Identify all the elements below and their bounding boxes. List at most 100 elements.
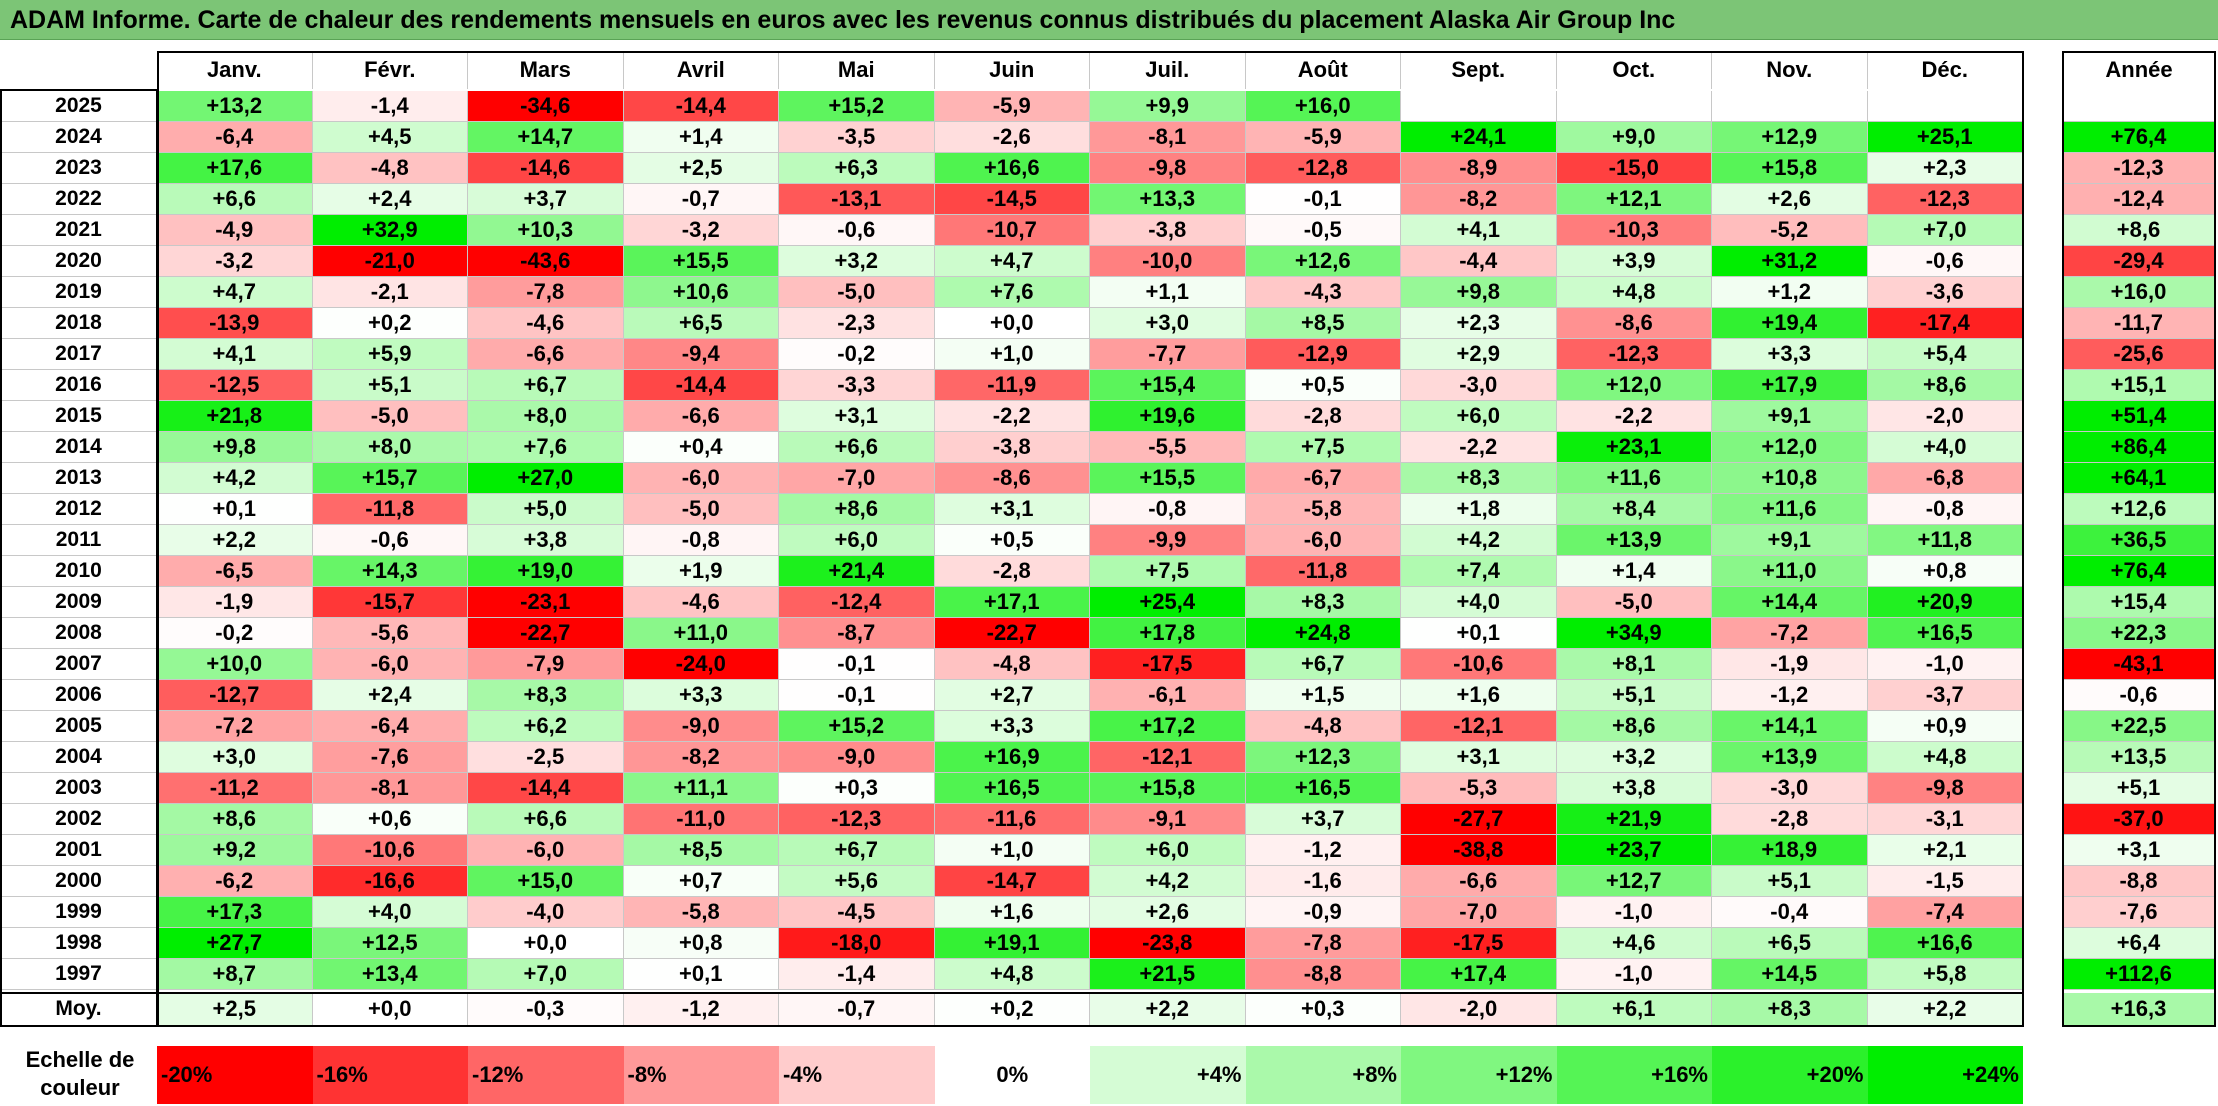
- heatmap-cell: -16,6: [312, 866, 468, 897]
- heatmap-cell: +4,8: [1867, 742, 2023, 773]
- heatmap-cell: +19,0: [468, 556, 624, 587]
- heatmap-cell: -4,9: [157, 215, 313, 246]
- heatmap-cell: +32,9: [312, 215, 468, 246]
- heatmap-cell: +16,5: [1867, 618, 2023, 649]
- heatmap-cell: +27,7: [157, 928, 313, 959]
- heatmap-cell: +11,0: [1712, 556, 1868, 587]
- heatmap-cell: +15,5: [623, 246, 779, 277]
- annual-cell: +22,5: [2062, 711, 2216, 742]
- heatmap-cell: -0,1: [779, 649, 935, 680]
- heatmap-cell: +16,6: [1867, 928, 2023, 959]
- heatmap-cell: +0,5: [934, 525, 1090, 556]
- heatmap-cell: -0,8: [623, 525, 779, 556]
- heatmap-cell: +0,0: [468, 928, 624, 959]
- annual-cell: +13,5: [2062, 742, 2216, 773]
- heatmap-cell: +4,8: [1556, 277, 1712, 308]
- year-label: 2007: [0, 649, 157, 680]
- heatmap-cell: -5,8: [623, 897, 779, 928]
- annual-cell: +51,4: [2062, 401, 2216, 432]
- heatmap-cell: +3,9: [1556, 246, 1712, 277]
- heatmap-cell: +9,8: [1401, 277, 1557, 308]
- heatmap-cell: -3,7: [1867, 680, 2023, 711]
- annual-cell: -12,3: [2062, 153, 2216, 184]
- heatmap-cell: +0,1: [623, 959, 779, 990]
- annual-cell: +22,3: [2062, 618, 2216, 649]
- heatmap-cell: +24,1: [1401, 122, 1557, 153]
- heatmap-cell: +0,9: [1867, 711, 2023, 742]
- average-cell: -0,7: [779, 993, 935, 1026]
- heatmap-cell: -1,2: [1712, 680, 1868, 711]
- heatmap-cell: -9,8: [1090, 153, 1246, 184]
- heatmap-cell: +7,6: [468, 432, 624, 463]
- heatmap-cell: +4,6: [1556, 928, 1712, 959]
- heatmap-cell: +31,2: [1712, 246, 1868, 277]
- heatmap-cell: -8,2: [1401, 184, 1557, 215]
- average-cell: +6,1: [1556, 993, 1712, 1026]
- heatmap-cell: -0,6: [1867, 246, 2023, 277]
- heatmap-cell: -1,9: [157, 587, 313, 618]
- heatmap-cell: -38,8: [1401, 835, 1557, 866]
- heatmap-cell: -12,3: [779, 804, 935, 835]
- heatmap-cell: -13,1: [779, 184, 935, 215]
- year-label: 1999: [0, 897, 157, 928]
- color-scale-label-line2: couleur: [40, 1075, 120, 1100]
- heatmap-cell: +7,4: [1401, 556, 1557, 587]
- heatmap-cell: +1,0: [934, 339, 1090, 370]
- heatmap-cell: +5,4: [1867, 339, 2023, 370]
- heatmap-cell: +3,2: [779, 246, 935, 277]
- annual-cell: +112,6: [2062, 959, 2216, 990]
- heatmap-cell: -3,5: [779, 122, 935, 153]
- year-label: 2025: [0, 91, 157, 122]
- heatmap-cell: +0,7: [623, 866, 779, 897]
- heatmap-cell: +6,6: [157, 184, 313, 215]
- heatmap-cell: -0,8: [1090, 494, 1246, 525]
- annual-cell: -37,0: [2062, 804, 2216, 835]
- heatmap-cell: -2,0: [1867, 401, 2023, 432]
- annual-cell: -29,4: [2062, 246, 2216, 277]
- annual-cell: +64,1: [2062, 463, 2216, 494]
- annual-cell: +76,4: [2062, 122, 2216, 153]
- average-cell: -1,2: [623, 993, 779, 1026]
- heatmap-cell: -12,5: [157, 370, 313, 401]
- heatmap-cell: -14,4: [468, 773, 624, 804]
- heatmap-cell: +9,1: [1712, 401, 1868, 432]
- heatmap-cell: +0,3: [779, 773, 935, 804]
- heatmap-cell: +4,0: [1401, 587, 1557, 618]
- color-scale-cell: +16%: [1556, 1046, 1712, 1104]
- annual-cell: -11,7: [2062, 308, 2216, 339]
- heatmap-cell: -14,7: [934, 866, 1090, 897]
- annual-cell: -0,6: [2062, 680, 2216, 711]
- color-scale-cell: +20%: [1712, 1046, 1868, 1104]
- heatmap-cell: +8,3: [468, 680, 624, 711]
- heatmap-cell: +2,4: [312, 680, 468, 711]
- heatmap-cell: +21,5: [1090, 959, 1246, 990]
- color-scale-cell: -8%: [623, 1046, 779, 1104]
- heatmap-cell: +1,6: [934, 897, 1090, 928]
- color-scale-cell: -4%: [779, 1046, 935, 1104]
- heatmap-cell: -9,0: [779, 742, 935, 773]
- heatmap-cell: +16,5: [934, 773, 1090, 804]
- year-label: 2005: [0, 711, 157, 742]
- heatmap-cell: -6,0: [623, 463, 779, 494]
- heatmap-cell: -23,8: [1090, 928, 1246, 959]
- year-label: 2020: [0, 246, 157, 277]
- average-annual-cell: +16,3: [2062, 993, 2216, 1026]
- heatmap-cell: -8,9: [1401, 153, 1557, 184]
- heatmap-cell: +27,0: [468, 463, 624, 494]
- heatmap-cell: +14,7: [468, 122, 624, 153]
- heatmap-cell: +4,2: [1401, 525, 1557, 556]
- average-cell: +2,2: [1090, 993, 1246, 1026]
- heatmap-cell: +19,4: [1712, 308, 1868, 339]
- heatmap-cell: +13,2: [157, 91, 313, 122]
- heatmap-cell: +6,7: [779, 835, 935, 866]
- month-header: Sept.: [1401, 51, 1557, 89]
- average-cell: +8,3: [1712, 993, 1868, 1026]
- heatmap-cell: -2,3: [779, 308, 935, 339]
- year-label: 2016: [0, 370, 157, 401]
- heatmap-cell: -5,6: [312, 618, 468, 649]
- heatmap-cell: +34,9: [1556, 618, 1712, 649]
- heatmap-cell: +16,6: [934, 153, 1090, 184]
- heatmap-cell: -3,1: [1867, 804, 2023, 835]
- month-header: Août: [1245, 51, 1401, 89]
